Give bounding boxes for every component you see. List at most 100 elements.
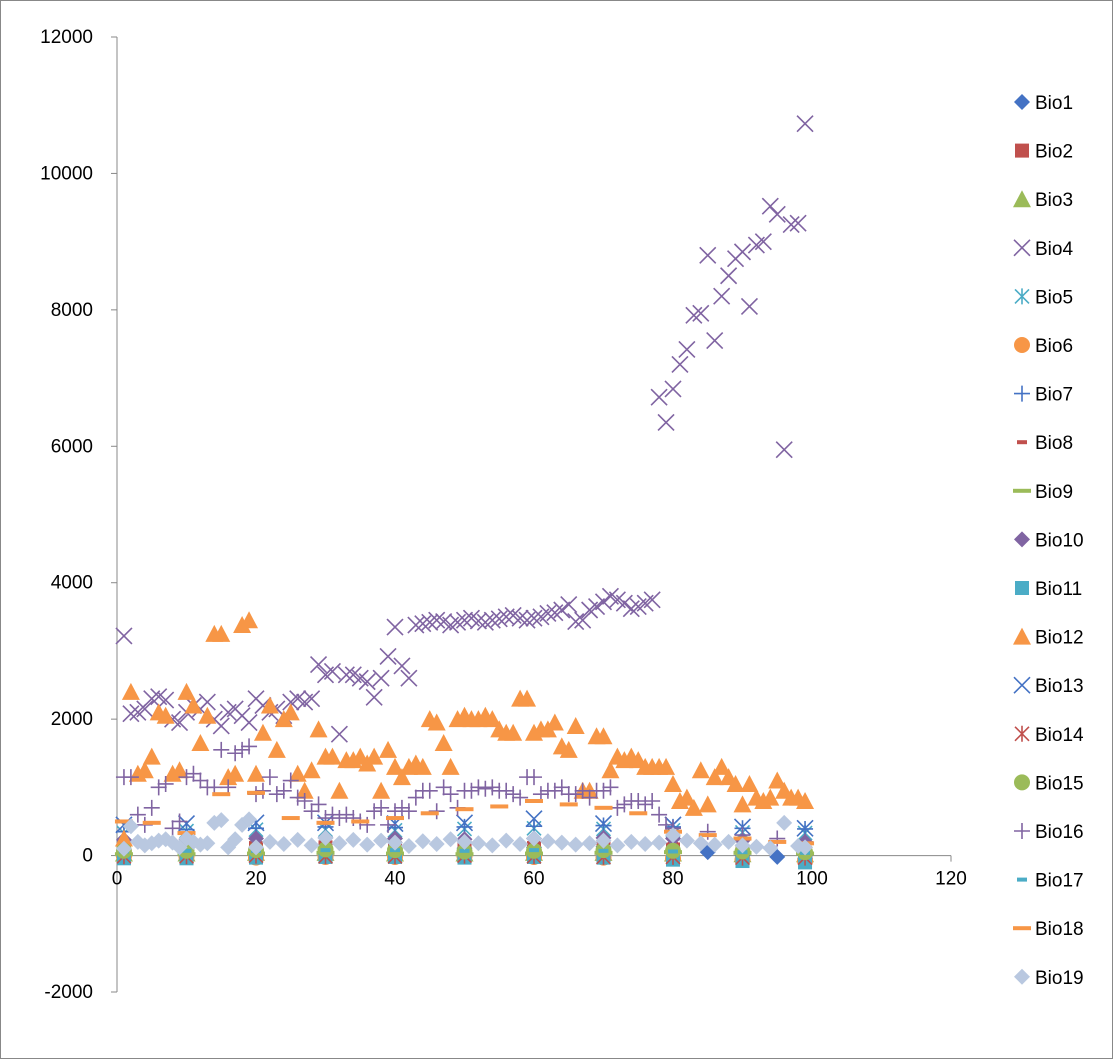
legend-marker-bio19 <box>1014 968 1030 985</box>
data-point-bio4 <box>198 693 216 711</box>
data-point-bio12 <box>504 723 523 741</box>
legend-marker-bio10 <box>1014 531 1030 548</box>
data-point-bio12 <box>135 761 154 779</box>
data-point-bio16 <box>463 782 480 799</box>
legend-label: Bio16 <box>1035 822 1084 843</box>
data-point-bio4 <box>740 297 759 316</box>
data-point-bio19 <box>797 839 814 856</box>
data-point-bio4 <box>664 380 682 398</box>
data-point-bio4 <box>428 611 446 629</box>
legend-item-bio2: Bio2 <box>1015 142 1073 163</box>
data-point-bio4 <box>122 705 140 723</box>
data-point-bio16 <box>275 782 292 799</box>
data-point-bio12 <box>483 710 502 728</box>
data-point-bio19 <box>567 836 584 853</box>
data-point-bio19 <box>345 831 362 848</box>
data-point-bio4 <box>657 413 675 431</box>
data-point-bio19 <box>227 831 244 848</box>
data-point-bio16 <box>227 745 244 762</box>
data-point-bio17 <box>181 848 192 853</box>
data-point-bio4 <box>796 115 814 133</box>
data-point-bio18 <box>142 820 161 825</box>
data-point-bio16 <box>630 793 647 809</box>
data-point-bio16 <box>164 820 181 837</box>
data-point-bio16 <box>574 782 591 799</box>
data-point-bio16 <box>192 772 209 789</box>
data-point-bio12 <box>386 757 404 775</box>
data-point-bio12 <box>761 788 780 806</box>
legend-label: Bio2 <box>1035 142 1073 163</box>
data-point-bio4 <box>671 355 689 373</box>
data-point-bio18 <box>281 816 300 821</box>
data-point-bio18 <box>316 820 335 825</box>
data-point-bio16 <box>526 769 542 786</box>
legend-label: Bio3 <box>1035 190 1073 211</box>
data-point-bio19 <box>442 831 459 848</box>
legend-item-bio12: Bio12 <box>1013 627 1084 649</box>
legend-label: Bio4 <box>1035 239 1073 260</box>
data-point-bio4 <box>386 618 404 636</box>
data-point-bio12 <box>288 764 307 782</box>
legend-label: Bio6 <box>1035 336 1073 357</box>
data-point-bio12 <box>170 761 189 779</box>
data-point-bio4 <box>713 287 731 305</box>
data-point-bio13 <box>796 819 814 837</box>
data-point-bio19 <box>665 827 681 844</box>
legend-marker-bio15 <box>1014 774 1030 791</box>
data-point-bio12 <box>365 747 384 765</box>
data-point-bio19 <box>734 837 751 854</box>
data-point-bio13 <box>455 814 474 832</box>
data-point-bio4 <box>400 669 418 687</box>
data-point-bio4 <box>483 611 501 629</box>
data-point-bio4 <box>240 713 258 732</box>
data-point-bio16 <box>616 796 633 813</box>
data-point-bio12 <box>677 788 696 806</box>
data-point-bio19 <box>748 838 765 855</box>
data-point-bio12 <box>705 768 724 786</box>
data-point-bio16 <box>129 806 146 823</box>
data-point-bio12 <box>601 761 620 779</box>
data-point-bio18 <box>768 839 787 844</box>
legend-marker-bio4 <box>1013 239 1031 257</box>
data-point-bio19 <box>456 833 473 850</box>
data-point-bio19 <box>387 834 403 851</box>
legend-item-bio9: Bio9 <box>1013 482 1073 503</box>
legend-label: Bio8 <box>1035 433 1073 454</box>
data-point-bio4 <box>720 267 738 285</box>
data-point-bio16 <box>185 765 202 782</box>
data-point-bio4 <box>337 666 355 684</box>
data-point-bio12 <box>441 757 460 775</box>
data-point-bio12 <box>372 781 391 799</box>
data-point-bio19 <box>623 833 640 850</box>
x-tick-label: 0 <box>112 869 123 890</box>
data-point-bio12 <box>184 696 203 714</box>
data-point-bio16 <box>289 789 306 806</box>
data-point-bio12 <box>796 792 815 809</box>
legend-item-bio10: Bio10 <box>1014 530 1084 551</box>
legend-marker-bio7 <box>1014 385 1030 402</box>
data-point-bio18 <box>420 811 439 816</box>
data-point-bio19 <box>359 836 376 853</box>
data-point-bio16 <box>324 806 341 823</box>
data-point-bio4 <box>782 216 800 234</box>
data-point-bio16 <box>651 806 668 823</box>
data-point-bio16 <box>178 769 195 786</box>
data-point-bio16 <box>136 816 153 833</box>
legend-item-bio14: Bio14 <box>1014 725 1084 746</box>
legend-label: Bio13 <box>1035 676 1084 697</box>
legend-item-bio17: Bio17 <box>1017 871 1084 892</box>
data-point-bio19 <box>512 835 529 852</box>
data-point-bio19 <box>241 811 258 828</box>
data-point-bio16 <box>567 786 584 803</box>
data-point-bio4 <box>650 388 668 406</box>
data-point-bio4 <box>490 610 508 628</box>
data-point-bio12 <box>698 795 717 813</box>
series-bio19 <box>115 811 814 857</box>
data-point-bio17 <box>668 849 678 854</box>
data-point-bio18 <box>455 807 474 812</box>
data-point-bio16 <box>477 780 494 797</box>
data-points <box>114 115 815 870</box>
data-point-bio19 <box>484 837 501 854</box>
data-point-bio19 <box>400 838 417 855</box>
legend: Bio1 Bio2 Bio3 Bio4 Bio5 Bio6 Bio7 Bio8 Bio9 Bio1… <box>1013 93 1084 989</box>
